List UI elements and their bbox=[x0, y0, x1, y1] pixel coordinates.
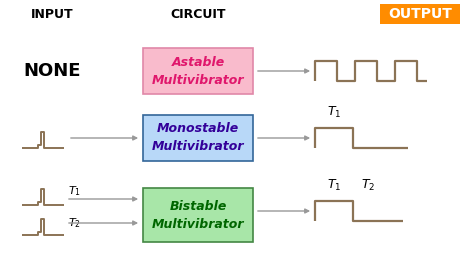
Text: INPUT: INPUT bbox=[31, 7, 73, 20]
Text: CIRCUIT: CIRCUIT bbox=[170, 7, 226, 20]
Text: Bistable
Multivibrator: Bistable Multivibrator bbox=[152, 200, 244, 231]
Text: $T_2$: $T_2$ bbox=[68, 216, 81, 230]
Text: $T_1$: $T_1$ bbox=[327, 178, 341, 193]
FancyBboxPatch shape bbox=[143, 115, 253, 161]
FancyBboxPatch shape bbox=[143, 188, 253, 242]
Text: NONE: NONE bbox=[23, 62, 81, 80]
Text: $T_1$: $T_1$ bbox=[327, 105, 341, 120]
Text: Monostable
Multivibrator: Monostable Multivibrator bbox=[152, 123, 244, 153]
FancyBboxPatch shape bbox=[380, 4, 460, 24]
Text: $T_1$: $T_1$ bbox=[68, 184, 81, 198]
Text: $T_2$: $T_2$ bbox=[361, 178, 375, 193]
Text: OUTPUT: OUTPUT bbox=[388, 7, 452, 21]
Text: Astable
Multivibrator: Astable Multivibrator bbox=[152, 56, 244, 86]
FancyBboxPatch shape bbox=[143, 48, 253, 94]
